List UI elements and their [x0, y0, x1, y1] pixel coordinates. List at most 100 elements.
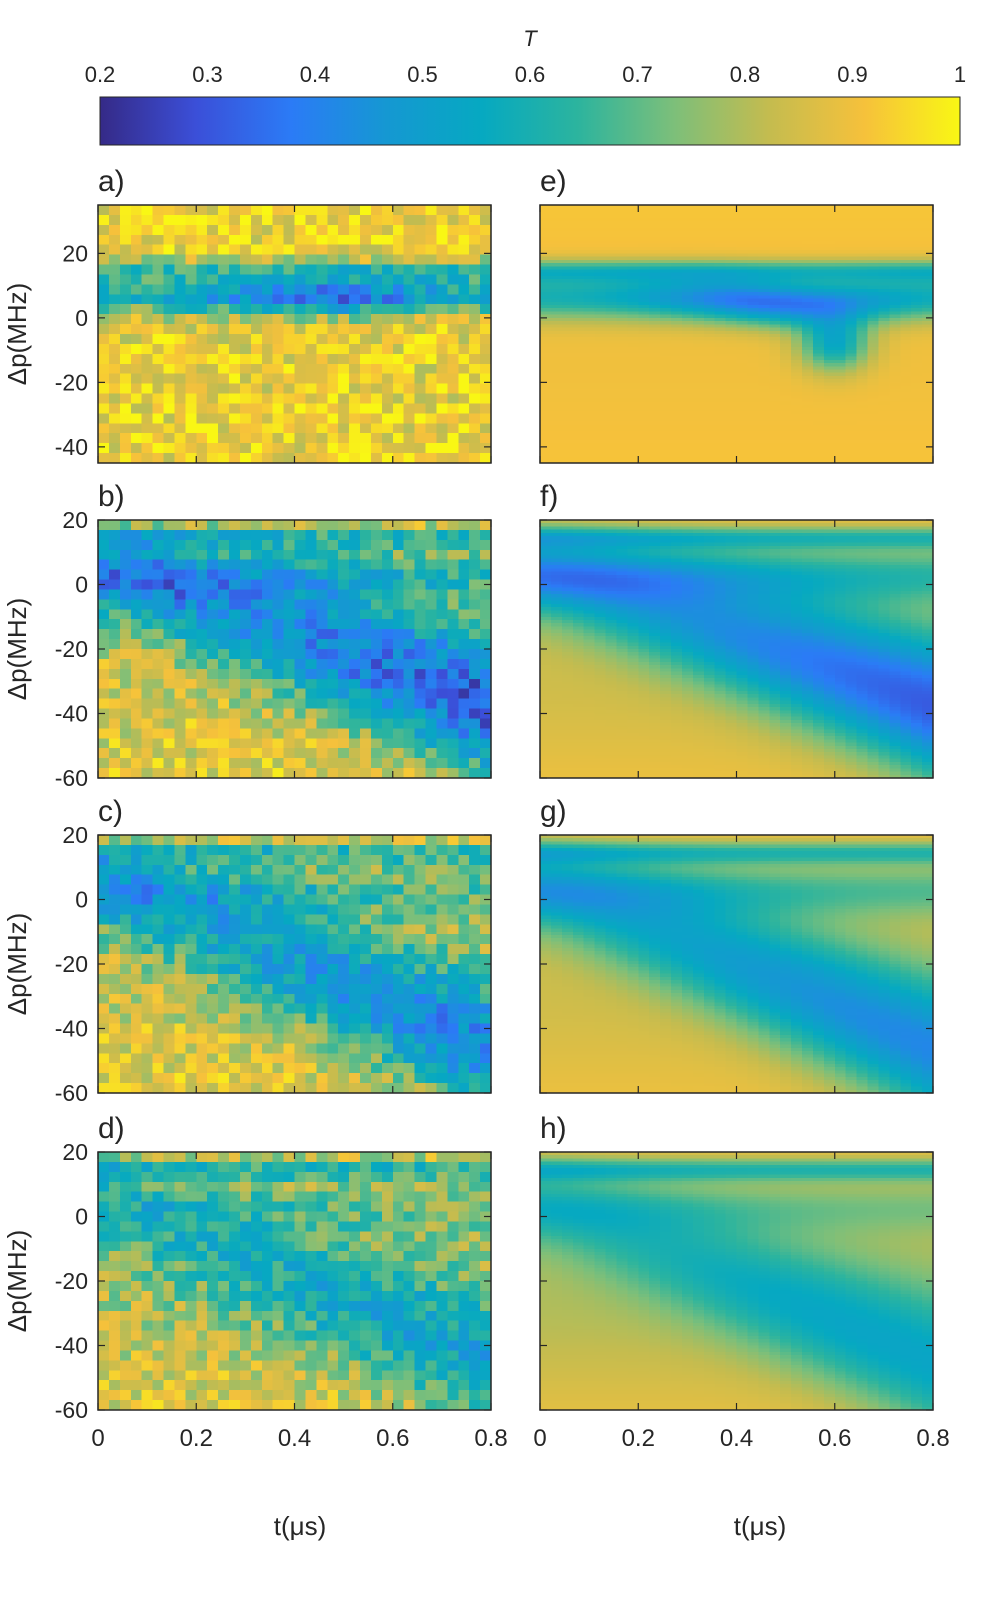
heatmap-cell [152, 529, 165, 541]
heatmap-cell [229, 294, 241, 305]
heatmap-cell [338, 529, 350, 541]
heatmap-cell [480, 1300, 492, 1312]
heatmap-cell [403, 728, 416, 739]
heatmap-cell [294, 224, 307, 236]
heatmap-cell [572, 234, 585, 238]
heatmap-cell [360, 214, 372, 226]
heatmap-cell [218, 520, 230, 531]
heatmap-cell [616, 388, 628, 393]
heatmap-cell [141, 1350, 154, 1361]
heatmap-cell [327, 1221, 339, 1232]
heatmap-cell [458, 1201, 470, 1213]
heatmap-cell [239, 1390, 252, 1401]
heatmap-cell [381, 1281, 394, 1292]
heatmap-cell [414, 579, 427, 591]
heatmap-cell [218, 1290, 230, 1302]
heatmap-cell [316, 1231, 328, 1242]
heatmap-cell [381, 304, 394, 315]
heatmap-cell [272, 1400, 285, 1411]
heatmap-cell [163, 443, 176, 454]
x-tick-label: 0.8 [474, 1425, 507, 1452]
heatmap-cell [327, 758, 339, 769]
heatmap-cell [403, 363, 416, 375]
heatmap-cell [550, 456, 563, 461]
heatmap-cell [185, 658, 197, 670]
heatmap-cell [349, 1271, 361, 1282]
heatmap-cell [561, 343, 574, 348]
heatmap-cell [447, 443, 459, 454]
heatmap-cell [583, 317, 596, 322]
heatmap-cell [627, 298, 639, 303]
heatmap-cell [250, 944, 263, 955]
heatmap-cell [425, 234, 438, 246]
heatmap-cell [616, 237, 628, 242]
heatmap-cell [671, 446, 683, 451]
heatmap-cell [414, 1340, 427, 1352]
heatmap-cell [207, 383, 219, 395]
heatmap-cell [283, 904, 296, 915]
heatmap-cell [605, 314, 618, 319]
heatmap-cell [627, 301, 639, 306]
heatmap-cell [403, 1370, 416, 1381]
heatmap-cell [403, 1043, 416, 1054]
heatmap-cell [616, 298, 628, 303]
heatmap-cell [229, 698, 241, 710]
heatmap-cell [627, 353, 639, 358]
heatmap-cell [360, 393, 372, 405]
heatmap-cell [294, 934, 307, 945]
heatmap-cell [480, 413, 492, 424]
heatmap-cell [98, 205, 110, 216]
heatmap-cell [316, 954, 328, 965]
heatmap-cell [239, 1191, 252, 1203]
heatmap-cell [338, 264, 350, 276]
heatmap-cell [185, 1271, 197, 1282]
heatmap-cell [480, 1013, 492, 1025]
heatmap-cell [458, 1241, 470, 1252]
heatmap-cell [119, 1161, 132, 1173]
heatmap-cell [294, 264, 307, 276]
heatmap-cell [638, 259, 650, 264]
heatmap-cell [458, 363, 470, 375]
heatmap-cell [283, 1023, 296, 1035]
heatmap-cell [403, 1013, 416, 1025]
heatmap-cell [480, 363, 492, 375]
heatmap-cell [152, 1073, 165, 1084]
heatmap-cell [447, 1023, 459, 1035]
heatmap-cell [141, 1290, 154, 1302]
heatmap-cell [349, 284, 361, 295]
heatmap-cell [174, 609, 186, 620]
heatmap-cell [392, 944, 405, 955]
heatmap-cell [119, 1181, 132, 1193]
heatmap-cell [403, 1211, 416, 1223]
heatmap-cell [403, 609, 416, 620]
heatmap-cell [152, 854, 165, 866]
heatmap-cell [316, 1161, 328, 1173]
heatmap-cell [316, 835, 328, 846]
heatmap-cell [229, 343, 241, 355]
heatmap-cell [561, 301, 574, 306]
heatmap-cell [196, 453, 208, 464]
heatmap-cell [316, 688, 328, 700]
heatmap-cell [338, 314, 350, 325]
heatmap-cell [152, 914, 165, 925]
heatmap-cell [381, 629, 394, 640]
heatmap-cell [469, 314, 481, 325]
heatmap-cell [327, 1290, 339, 1302]
heatmap-cell [272, 844, 285, 856]
heatmap-cell [185, 1181, 197, 1193]
heatmap-cell [327, 1241, 339, 1252]
heatmap-cell [370, 1171, 383, 1183]
heatmap-cell [119, 639, 132, 650]
heatmap-cell [370, 569, 383, 581]
heatmap-cell [447, 835, 459, 846]
heatmap-cell [152, 1063, 165, 1074]
heatmap-cell [108, 983, 121, 995]
heatmap-cell [392, 373, 405, 385]
heatmap-cell [207, 353, 219, 365]
heatmap-cell [649, 217, 661, 222]
heatmap-cell [583, 363, 596, 367]
heatmap-cell [671, 211, 683, 216]
heatmap-cell [469, 234, 481, 246]
heatmap-cell [627, 330, 639, 335]
heatmap-cell [163, 874, 176, 886]
